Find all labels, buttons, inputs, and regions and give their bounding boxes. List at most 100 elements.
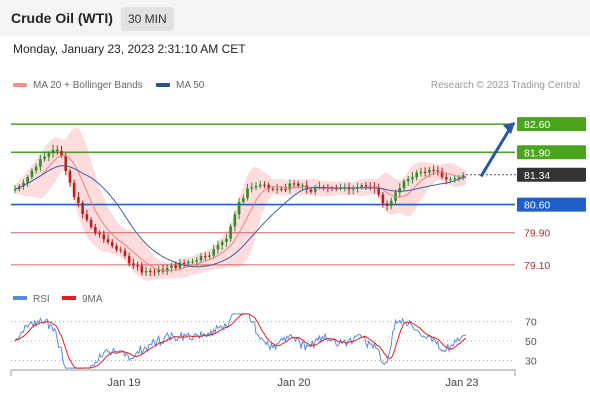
level-tag-support: 79.90 (524, 228, 550, 240)
timeframe-badge[interactable]: 30 MIN (121, 7, 174, 31)
ma20-line (14, 154, 467, 272)
candle-body (123, 250, 127, 256)
candle-body (292, 183, 296, 185)
level-tag-bg (517, 145, 586, 160)
level-label: 82.60 (524, 119, 550, 131)
candle-body (157, 269, 161, 273)
candle-body (225, 238, 228, 243)
candle-body (377, 188, 380, 195)
candle-body (94, 226, 97, 234)
legend-ma20: MA 20 + Bollinger Bands (13, 80, 143, 91)
candle-body (453, 178, 457, 180)
candle-body (284, 188, 287, 190)
x-tick-label: Jan 20 (277, 377, 310, 389)
candle-body (258, 184, 262, 187)
candle-body (212, 249, 216, 256)
candle-body (26, 177, 29, 183)
rsi-tick-label: 30 (525, 355, 537, 367)
candle-body (411, 177, 414, 179)
candle-body (263, 184, 266, 186)
candle-body (402, 181, 406, 189)
candle-body (203, 256, 207, 258)
candle-body (34, 166, 38, 171)
candle-body (415, 172, 418, 178)
level-label: 79.90 (524, 228, 550, 240)
candle-body (280, 188, 283, 190)
candle-body (406, 178, 410, 182)
candle-body (301, 185, 304, 187)
rsi-legend: RSI 9MA (13, 294, 103, 305)
timestamp: Monday, January 23, 2023 2:31:10 AM CET (13, 42, 246, 56)
candle-body (144, 271, 148, 273)
candle-body (106, 239, 110, 243)
candle-body (182, 262, 186, 264)
level-tag-bg (517, 117, 586, 132)
candle-body (237, 202, 241, 215)
candle-body (110, 242, 114, 246)
candle-body (55, 149, 59, 151)
x-tick-label: Jan 23 (445, 377, 478, 389)
candle-body (440, 171, 444, 178)
candle-body (153, 271, 156, 273)
candle-body (313, 187, 317, 192)
candle-body (174, 265, 177, 268)
rsi-swatch (13, 296, 27, 300)
level-label: 81.34 (524, 170, 550, 182)
candle-body (47, 153, 51, 157)
ma50-line (14, 165, 467, 268)
candle-body (461, 175, 465, 178)
ma20-label: MA 20 + Bollinger Bands (33, 80, 143, 91)
chart-header: Crude Oil (WTI) 30 MIN (0, 0, 590, 36)
candle-body (275, 188, 279, 190)
ma50-label: MA 50 (176, 80, 205, 91)
candle-body (136, 265, 139, 267)
candle-body (72, 182, 76, 198)
candle-body (64, 155, 68, 172)
legend-ma50: MA 50 (156, 80, 204, 91)
candle-body (436, 170, 440, 172)
candle-body (102, 234, 106, 240)
candle-body (373, 186, 376, 189)
candle-body (39, 159, 42, 167)
level-tag-bg (517, 167, 586, 182)
candle-body (335, 188, 338, 190)
candle-body (390, 200, 393, 206)
candle-body (81, 202, 84, 215)
candle-body (85, 214, 89, 220)
candle-body (140, 265, 144, 273)
candle-body (246, 188, 249, 199)
candle-body (449, 179, 452, 181)
candle-body (444, 177, 448, 180)
level-tag-resistance: 82.60 (517, 117, 586, 132)
candle-body (428, 169, 431, 173)
candle-body (208, 255, 211, 257)
candle-body (242, 198, 245, 203)
candle-body (132, 263, 135, 266)
forecast-arrow (479, 124, 514, 178)
candle-body (98, 233, 101, 235)
ma20-swatch (13, 83, 27, 88)
rsi-ma-swatch (62, 296, 76, 300)
candle-body (271, 188, 275, 190)
candle-body (381, 194, 385, 204)
rsi-ma-line (14, 313, 467, 369)
candle-body (216, 244, 220, 250)
candle-body (119, 249, 123, 251)
candle-body (457, 177, 461, 179)
candle-body (127, 255, 131, 264)
candle-body (250, 187, 254, 189)
research-credit: Research © 2023 Trading Central (430, 80, 580, 91)
candle-body (364, 185, 368, 187)
candle-body (165, 267, 169, 272)
level-tag-support: 79.10 (524, 260, 550, 272)
candle-body (199, 256, 203, 261)
candle-body (423, 171, 427, 173)
level-label: 80.60 (524, 200, 550, 212)
level-label: 79.10 (524, 260, 550, 272)
candle-body (309, 189, 313, 192)
candle-body (220, 242, 224, 245)
rsi-ma-legend-label: 9MA (82, 294, 103, 305)
rsi-tick-label: 50 (525, 336, 537, 348)
candle-body (419, 171, 423, 173)
